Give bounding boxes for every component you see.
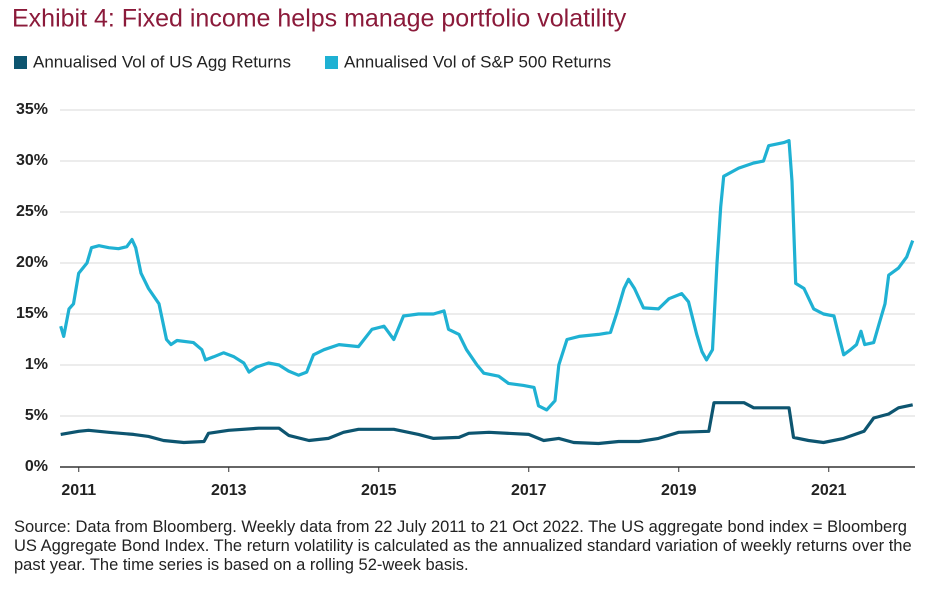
legend-swatch — [14, 56, 27, 69]
chart: Exhibit 4: Fixed income helps manage por… — [12, 5, 915, 499]
legend-label: Annualised Vol of S&P 500 Returns — [344, 52, 611, 71]
x-tick-label: 2015 — [361, 482, 397, 499]
y-tick-label: 0% — [25, 458, 48, 475]
series-line — [60, 401, 914, 446]
series-line — [59, 139, 915, 412]
x-tick-label: 2011 — [61, 482, 96, 499]
y-tick-label: 25% — [16, 203, 48, 220]
y-tick-label: 1% — [25, 356, 48, 373]
y-tick-label: 35% — [16, 101, 48, 118]
x-tick-label: 2013 — [211, 482, 247, 499]
y-tick-label: 15% — [16, 305, 48, 322]
legend-label: Annualised Vol of US Agg Returns — [33, 52, 291, 71]
x-tick-label: 2017 — [511, 482, 547, 499]
chart-title: Exhibit 4: Fixed income helps manage por… — [12, 5, 627, 33]
x-tick-label: 2019 — [661, 482, 697, 499]
x-tick-label: 2021 — [811, 482, 847, 499]
y-tick-label: 30% — [16, 152, 48, 169]
y-tick-label: 20% — [16, 254, 48, 271]
y-tick-label: 5% — [25, 407, 48, 424]
legend-swatch — [325, 56, 338, 69]
source-note: Source: Data from Bloomberg. Weekly data… — [14, 518, 912, 574]
